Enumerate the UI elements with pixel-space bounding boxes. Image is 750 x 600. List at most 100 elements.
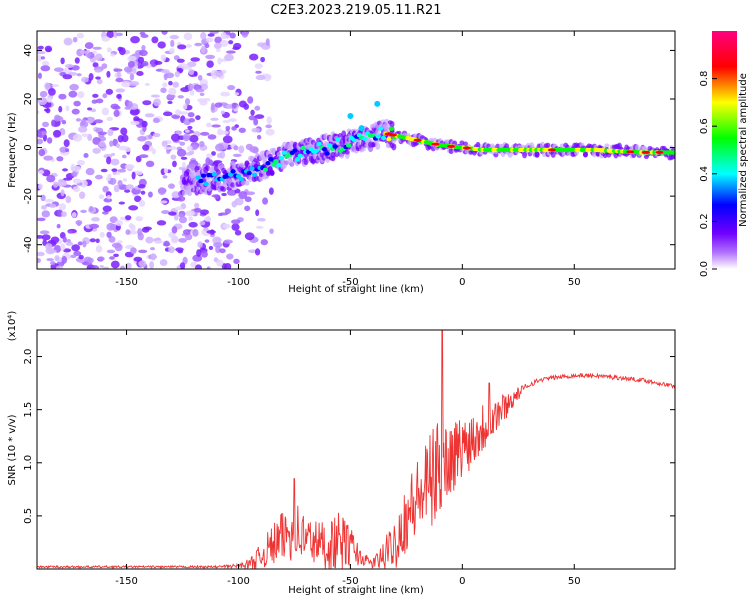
noise-blob xyxy=(56,156,64,162)
noise-blob xyxy=(71,108,80,115)
noise-blob xyxy=(254,105,261,111)
noise-blob xyxy=(111,168,118,172)
noise-blob xyxy=(199,141,205,148)
ridge-core xyxy=(671,150,675,155)
noise-blob xyxy=(253,118,259,126)
ridge-halo xyxy=(389,120,395,128)
x-tick-label: -150 xyxy=(115,576,138,587)
noise-blob xyxy=(37,72,42,79)
snr-x-ticks: -150 -100 -50 0 50 xyxy=(115,330,581,587)
noise-blob xyxy=(90,108,97,113)
noise-blob xyxy=(139,31,146,36)
ridge-halo xyxy=(375,142,381,150)
x-tick-label: -100 xyxy=(227,576,250,587)
noise-blob xyxy=(107,128,114,137)
noise-blob xyxy=(205,54,215,60)
noise-blob xyxy=(102,205,112,212)
noise-blob xyxy=(178,111,189,115)
noise-blob xyxy=(117,135,124,143)
x-tick-label: 0 xyxy=(459,576,465,587)
ridge-core xyxy=(262,167,268,173)
colorbar-tick-label: 0.6 xyxy=(699,118,710,134)
noise-blob xyxy=(150,247,155,251)
noise-blob xyxy=(182,133,191,140)
spectrogram-panel: -150 -100 -50 0 50 40 20 0 -20 -40 Height of str… xyxy=(7,30,676,295)
noise-blob xyxy=(177,95,184,99)
noise-blob xyxy=(204,239,210,243)
ridge-core xyxy=(273,159,279,164)
noise-blob xyxy=(157,187,166,196)
noise-blob xyxy=(117,240,123,244)
noise-blob xyxy=(121,154,127,159)
noise-blob xyxy=(159,259,168,266)
noise-blob xyxy=(54,255,60,262)
noise-blob xyxy=(41,60,50,67)
noise-blob xyxy=(40,65,51,72)
noise-blob xyxy=(37,235,44,239)
noise-blob xyxy=(196,249,202,257)
noise-blob xyxy=(222,119,231,124)
noise-blob xyxy=(140,190,146,195)
noise-blob xyxy=(197,241,203,248)
noise-blob xyxy=(233,258,240,264)
noise-blob xyxy=(96,78,103,85)
noise-blob xyxy=(95,76,101,80)
noise-blob xyxy=(262,197,269,205)
noise-blob xyxy=(138,260,147,268)
noise-blob xyxy=(162,111,173,117)
noise-blob xyxy=(127,55,137,62)
noise-blob xyxy=(61,119,67,125)
noise-blob xyxy=(37,110,40,115)
noise-blob xyxy=(175,109,181,116)
noise-blob xyxy=(125,215,132,221)
noise-blob xyxy=(205,157,211,166)
noise-blob xyxy=(145,236,154,244)
noise-blob xyxy=(78,191,86,199)
noise-blob xyxy=(168,246,175,254)
y-tick-label: 2.0 xyxy=(23,349,34,365)
x-tick-label: 50 xyxy=(568,576,581,587)
noise-blob xyxy=(52,129,62,138)
noise-blob xyxy=(210,102,216,111)
noise-blob xyxy=(173,55,180,61)
noise-blob xyxy=(220,91,231,97)
noise-blob xyxy=(200,32,207,40)
noise-blob xyxy=(169,146,177,150)
noise-blob xyxy=(199,83,209,91)
noise-blob xyxy=(115,77,124,83)
noise-blob xyxy=(189,89,195,96)
noise-blob xyxy=(169,34,180,40)
noise-blob xyxy=(195,115,201,121)
noise-blob xyxy=(56,223,61,229)
noise-blob xyxy=(247,96,254,104)
noise-blob xyxy=(153,98,161,107)
noise-blob xyxy=(82,240,87,248)
ridge-halo xyxy=(215,169,221,176)
noise-blob xyxy=(210,229,215,236)
noise-blob xyxy=(92,93,99,98)
noise-blob xyxy=(187,83,194,92)
noise-blob xyxy=(61,211,67,217)
noise-blob xyxy=(116,71,121,78)
ridge-core xyxy=(270,162,276,167)
noise-blob xyxy=(211,124,221,128)
ridge-halo xyxy=(462,141,468,147)
noise-blob xyxy=(137,135,147,142)
noise-blob xyxy=(210,117,219,121)
noise-blob xyxy=(37,97,48,106)
noise-blob xyxy=(65,241,74,246)
noise-blob xyxy=(159,200,168,204)
noise-blob xyxy=(203,227,209,232)
ridge-core xyxy=(292,148,298,153)
ridge-halo xyxy=(534,151,540,158)
noise-blob xyxy=(48,249,57,253)
snr-frame xyxy=(36,329,676,570)
noise-blob xyxy=(135,155,142,163)
noise-blob xyxy=(115,88,126,93)
ridge-core xyxy=(321,147,328,152)
isolated-blob xyxy=(358,125,365,132)
noise-blob xyxy=(63,37,73,46)
noise-blob xyxy=(77,126,88,133)
noise-blob xyxy=(136,70,144,77)
